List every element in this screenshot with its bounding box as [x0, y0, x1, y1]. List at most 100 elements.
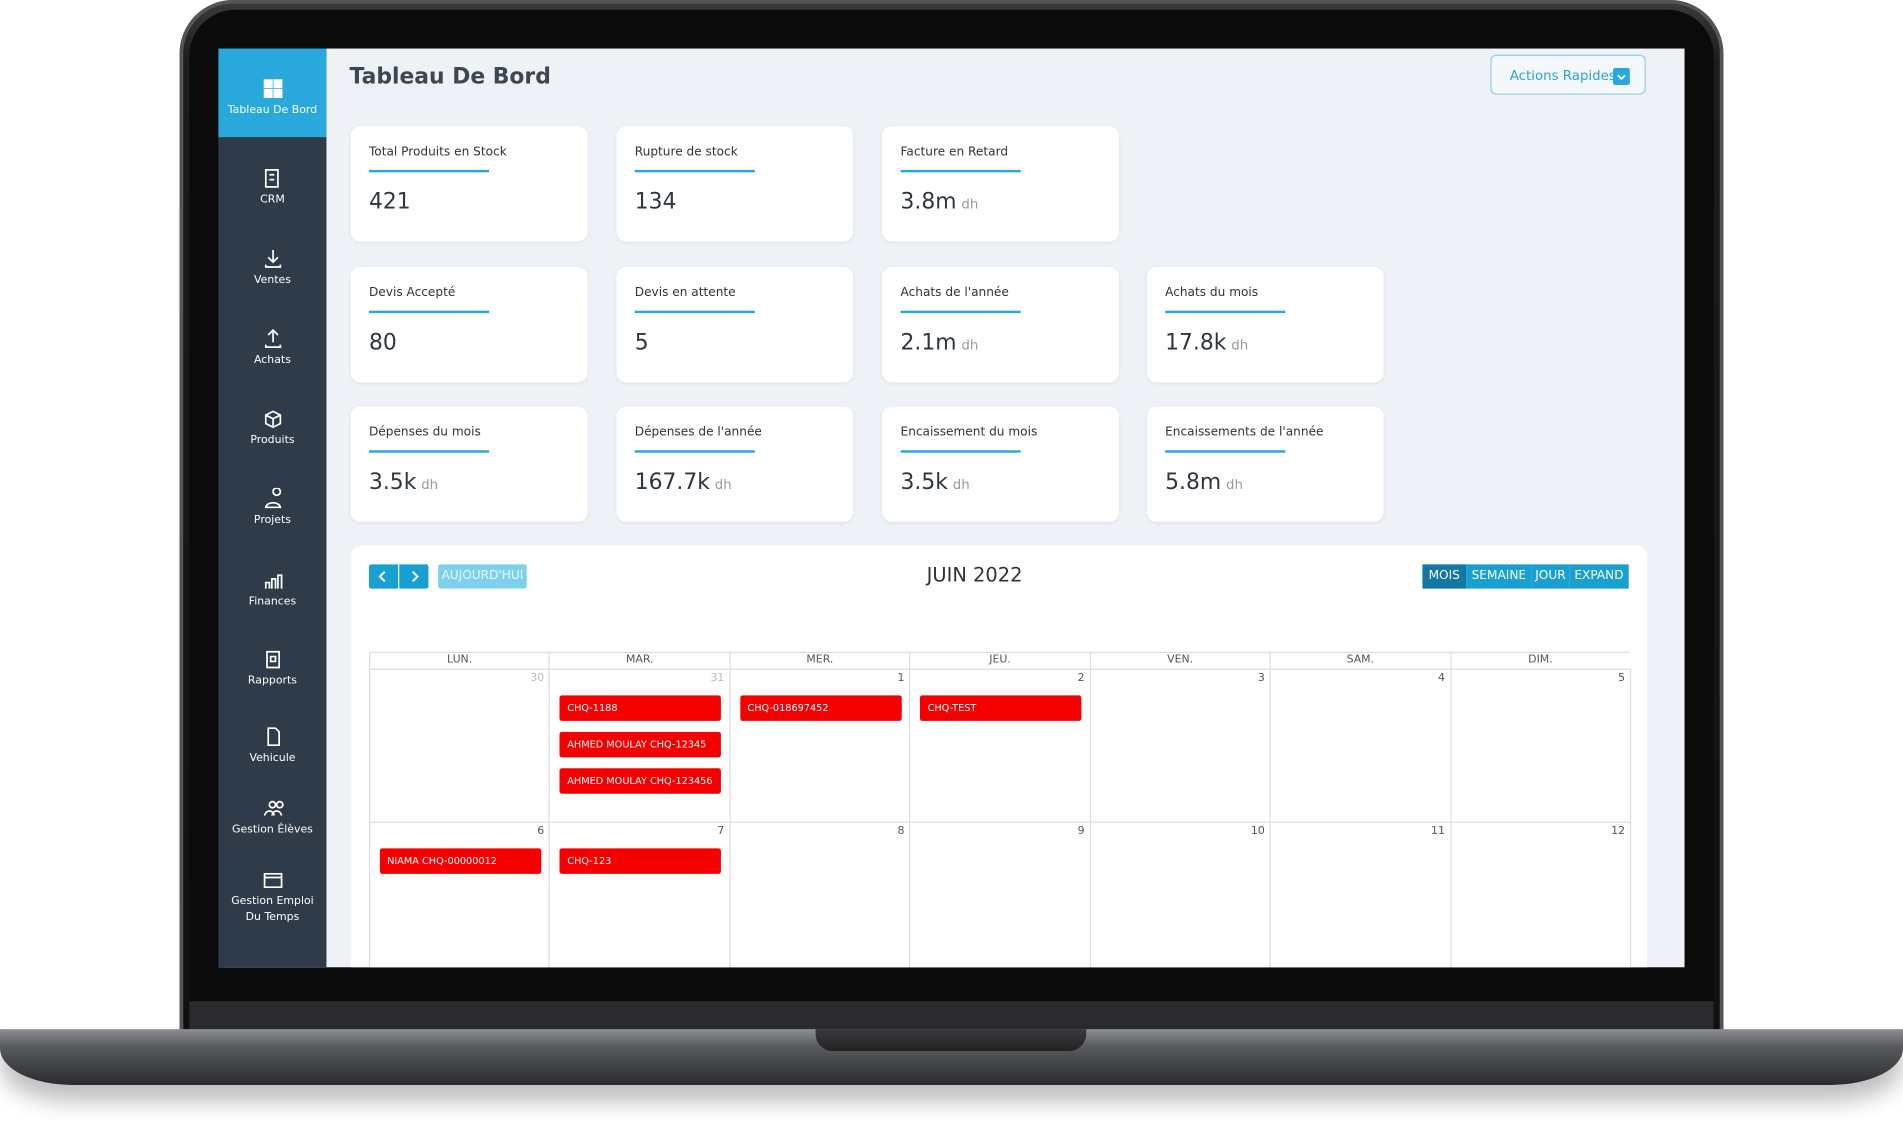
sidebar-item[interactable]: Rapports — [218, 634, 326, 706]
day-number: 31 — [710, 672, 725, 685]
sidebar-icon — [264, 487, 281, 509]
day-number: 9 — [1077, 825, 1085, 838]
card-label: Rupture de stock — [634, 145, 738, 159]
today-button[interactable]: AUJOURD'HUI — [438, 564, 527, 589]
day-cell[interactable]: 9 — [909, 821, 1090, 968]
card-value-row: 5.8m dh — [1165, 470, 1243, 495]
day-number: 5 — [1618, 672, 1626, 685]
card-unit: dh — [952, 476, 970, 493]
card-unit: dh — [961, 337, 979, 354]
card-underline — [634, 310, 755, 314]
weekday-header: LUN. — [368, 651, 550, 669]
day-cell[interactable]: 8 — [729, 821, 910, 968]
calendar-title: JUIN 2022 — [926, 563, 1023, 587]
event[interactable]: CHQ-TEST — [920, 695, 1082, 721]
card-label: Facture en Retard — [900, 145, 1009, 159]
sidebar-item[interactable]: Gestion Emploi Du Temps — [218, 854, 326, 951]
view-button[interactable]: EXPAND — [1569, 564, 1629, 589]
sidebar-icon — [263, 800, 284, 816]
next-button[interactable] — [399, 564, 429, 589]
sidebar-item[interactable]: Finances — [218, 555, 326, 635]
card-underline — [634, 169, 755, 173]
view-button[interactable]: MOIS — [1422, 564, 1467, 589]
sidebar-label: Gestion Emploi Du Temps — [231, 895, 314, 924]
card-value: 3.5k — [900, 469, 948, 496]
sidebar-label: Finances — [248, 595, 297, 609]
day-cell[interactable]: 5 — [1449, 668, 1632, 822]
day-number: 11 — [1431, 825, 1445, 838]
card-label: Achats de l'année — [900, 286, 1009, 300]
sidebar-item[interactable]: Tableau De Bord — [218, 48, 327, 138]
sidebar-label: Gestion Élèves — [232, 824, 313, 837]
sidebar-item[interactable]: Projets — [218, 473, 326, 553]
event[interactable]: CHQ-018697452 — [740, 695, 902, 721]
sidebar-label: Achats — [254, 354, 291, 367]
quick-actions-button[interactable]: Actions Rapides — [1490, 54, 1646, 95]
stat-card: Devis Accepté 80 — [350, 267, 588, 383]
sidebar-item[interactable]: Achats — [218, 313, 326, 393]
day-number: 7 — [717, 825, 725, 838]
event[interactable]: CHQ-1188 — [560, 695, 722, 721]
prev-button[interactable] — [368, 564, 399, 589]
day-cell[interactable]: 6 NIAMA CHQ-00000012 — [368, 821, 550, 968]
event[interactable]: AHMED MOULAY CHQ-123456 — [560, 768, 722, 794]
button-label: Actions Rapides — [1509, 67, 1616, 84]
day-number: 10 — [1250, 825, 1265, 838]
day-cell[interactable]: 7 CHQ-123 — [549, 821, 730, 968]
sidebar-item[interactable]: CRM — [218, 153, 326, 233]
sidebar-item[interactable]: Vehicule — [218, 711, 326, 783]
card-value-row: 134 — [635, 189, 677, 214]
laptop-notch — [815, 1029, 1087, 1052]
day-number: 12 — [1611, 825, 1626, 838]
day-cell[interactable]: 11 — [1269, 821, 1450, 968]
stat-card: Dépenses de l'année 167.7k dh — [616, 406, 854, 522]
weekday-header: DIM. — [1449, 651, 1630, 669]
day-cell[interactable]: 31 CHQ-1188 AHMED MOULAY CHQ-12345 AHMED MO… — [549, 668, 730, 822]
sidebar-icon — [263, 872, 282, 889]
view-button[interactable]: JOUR — [1531, 564, 1570, 589]
card-value-row: 3.8m dh — [901, 189, 979, 214]
day-cell[interactable]: 4 — [1269, 668, 1450, 822]
day-cell[interactable]: 10 — [1089, 821, 1270, 968]
sidebar-item[interactable]: Ventes — [218, 233, 326, 313]
sidebar-icon — [264, 169, 279, 188]
dropdown-icon — [1612, 67, 1630, 85]
stat-card: Encaissements de l'année 5.8m dh — [1146, 406, 1384, 522]
sidebar-icon — [264, 574, 282, 589]
event[interactable]: AHMED MOULAY CHQ-12345 — [560, 731, 722, 758]
weekday-header: SAM. — [1269, 651, 1450, 669]
event[interactable]: CHQ-123 — [560, 848, 722, 874]
day-number: 6 — [537, 825, 545, 838]
card-unit: dh — [421, 476, 439, 493]
card-value-row: 2.1m dh — [901, 330, 979, 355]
day-cell[interactable]: 30 — [368, 668, 550, 822]
sidebar-label: Tableau De Bord — [227, 104, 318, 117]
day-cell[interactable]: 2 CHQ-TEST — [909, 668, 1090, 822]
sidebar-item[interactable]: Produits — [218, 393, 326, 473]
card-value: 421 — [368, 189, 411, 215]
weekday-header: MAR. — [549, 651, 730, 669]
sidebar-item[interactable]: Gestion Élèves — [218, 783, 326, 855]
day-cell[interactable]: 1 CHQ-018697452 — [729, 668, 910, 822]
stat-card: Total Produits en Stock 421 — [350, 126, 588, 242]
card-value: 134 — [634, 189, 677, 215]
day-cell[interactable]: 12 — [1449, 821, 1632, 968]
weekday-header: JEU. — [909, 651, 1090, 669]
card-underline — [368, 310, 490, 314]
view-button[interactable]: SEMAINE — [1466, 564, 1532, 589]
calendar: AUJOURD'HUI JUIN 2022 MOIS SEMAINE JOUR EXP… — [350, 546, 1647, 968]
sidebar-icon — [264, 328, 281, 348]
stat-card: Facture en Retard 3.8m dh — [882, 126, 1119, 242]
card-label: Devis Accepté — [368, 286, 456, 300]
card-value: 3.8m — [900, 189, 957, 215]
card-value: 5.8m — [1165, 469, 1222, 496]
card-value-row: 421 — [369, 189, 411, 214]
card-underline — [368, 169, 490, 173]
card-label: Achats du mois — [1165, 286, 1259, 300]
card-underline — [634, 450, 755, 453]
page-title: Tableau De Bord — [349, 64, 551, 90]
day-cell[interactable]: 3 — [1089, 668, 1270, 822]
stat-card: Devis en attente 5 — [616, 267, 854, 383]
event[interactable]: NIAMA CHQ-00000012 — [379, 848, 542, 874]
